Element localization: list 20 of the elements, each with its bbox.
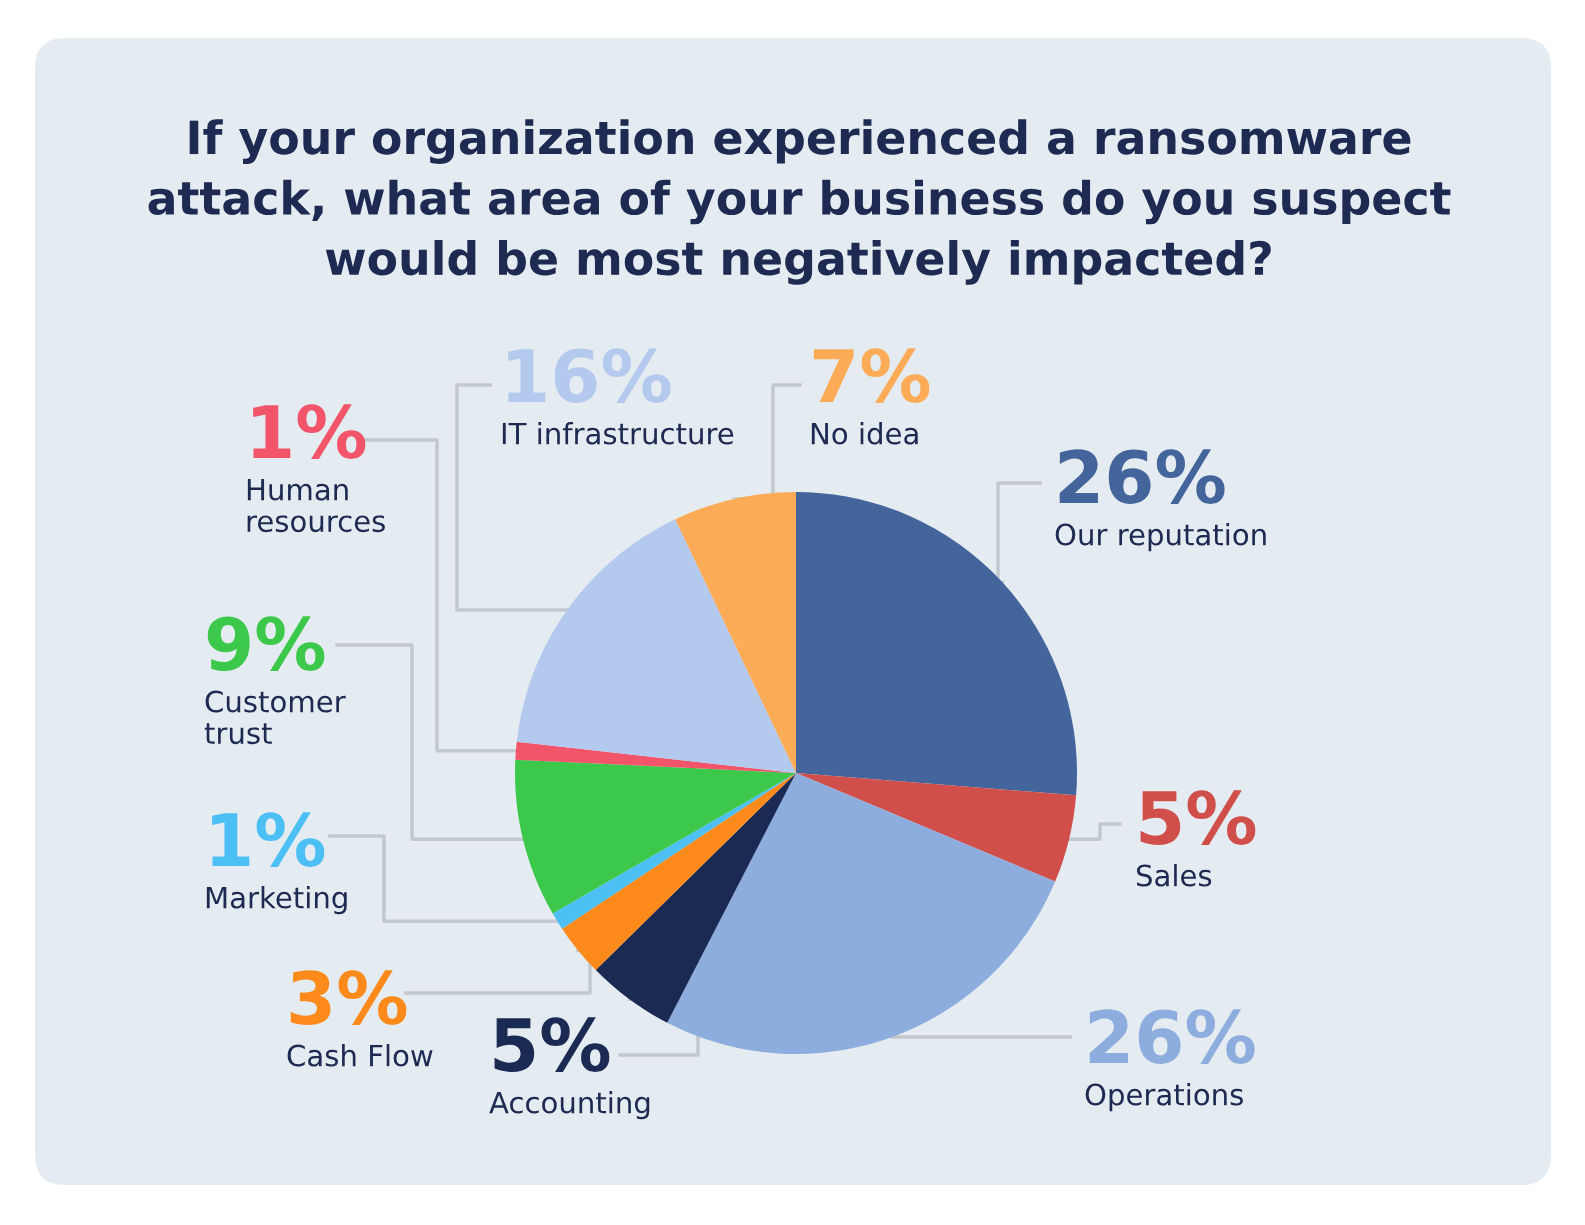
data-label: 3%	[290, 970, 407, 1025]
data-label: 26%	[1089, 1009, 1255, 1064]
slice-label: Our reputation	[1055, 523, 1266, 552]
slice-label: Marketing	[206, 886, 347, 915]
slice-label: Accounting	[489, 1091, 650, 1120]
slice-label: IT infrastructure	[502, 422, 734, 445]
data-label: 9%	[207, 616, 325, 671]
data-label: 1%	[253, 404, 366, 459]
slice-label: Operations	[1085, 1083, 1243, 1112]
slice-label: No idea	[811, 422, 918, 445]
slice-label: Cash Flow	[287, 1044, 433, 1067]
data-label: 5%	[1140, 790, 1256, 845]
chart-title: If your organization experienced a ransomware attack, what area of your business do you suspect would be most negatively impacted?	[148, 119, 1451, 285]
data-label: 7%	[813, 348, 930, 403]
slice-label: Customer trust	[204, 690, 346, 745]
data-label: 5%	[494, 1017, 610, 1072]
data-label: 26%	[1059, 449, 1225, 504]
data-label: 1%	[212, 812, 325, 867]
slice-label: Sales	[1136, 864, 1212, 887]
slice-label: Human resources	[247, 478, 385, 533]
